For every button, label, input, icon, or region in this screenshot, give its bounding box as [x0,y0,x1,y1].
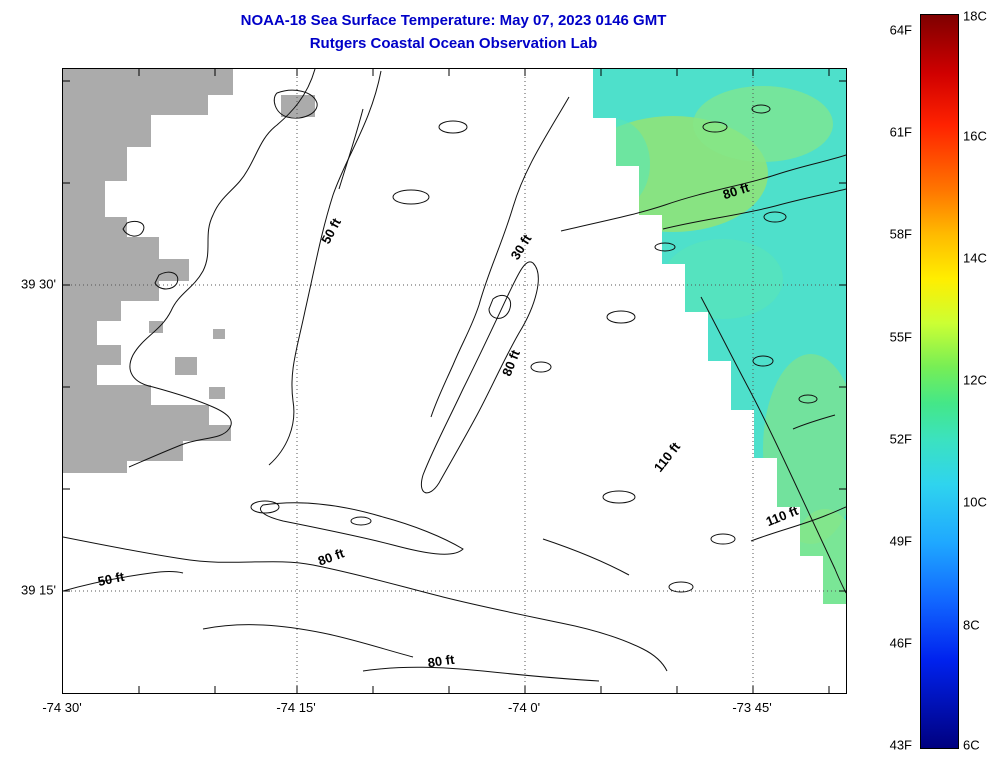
land-patch [149,321,163,333]
x-tick-label: -73 45' [732,700,772,715]
colorbar-c-label: 14C [963,250,987,266]
colorbar-f-label: 43F [889,737,912,753]
x-tick-label: -74 30' [42,700,82,715]
land-mass [63,69,233,473]
contour-line [260,502,464,555]
land-patch [209,387,225,399]
axis-ticks [63,69,846,693]
figure-subtitle: Rutgers Coastal Ocean Observation Lab [309,35,598,52]
contour-line [273,89,318,119]
colorbar-f-label: 55F [889,329,912,345]
grid-lines [63,69,846,693]
contour-loop [438,120,468,134]
contour-line [268,70,382,466]
contour-line [362,666,600,682]
depth-contours [63,69,846,682]
colorbar-c-label: 12C [963,372,987,388]
x-tick-label: -74 15' [276,700,316,715]
contour-line [430,96,570,418]
colorbar-f-label: 64F [889,22,912,38]
contour-loop [668,581,694,593]
contour-loop [751,104,771,114]
contour-loop [798,394,818,404]
contour-loop [654,242,676,252]
colorbar-c-label: 6C [963,737,980,753]
sst-warm-patches [578,86,846,604]
contour-loop [763,211,787,223]
sst-patch [763,354,846,544]
colorbar-f-label: 58F [889,226,912,242]
contour-line [700,296,846,594]
contour-loop [392,189,430,205]
colorbar-f-label: 52F [889,431,912,447]
contour-line [488,295,511,319]
contour-line [128,69,316,468]
colorbar-c-label: 10C [963,494,987,510]
sst-patch [693,86,833,162]
contour-line [542,538,630,576]
colorbar-f-label: 46F [889,635,912,651]
y-tick-label: 39 15' [20,582,56,598]
contour-loop [350,516,372,526]
sst-patch [580,119,650,209]
contour-line [750,506,846,542]
colorbar-c-label: 18C [963,8,987,24]
x-tick-label: -74 0' [507,700,541,715]
contour-loop [530,361,552,373]
contour-loop [250,500,280,514]
contour-loop [602,490,636,504]
sst-patch [791,509,846,604]
contour-line [63,571,184,592]
contour-line [662,188,846,230]
contour-line [560,154,846,232]
contour-loop [606,310,636,324]
land-patch [213,329,225,339]
colorbar-c-label: 8C [963,617,980,633]
sst-patch [663,239,783,319]
contour-line [338,108,364,190]
contour-line [792,414,836,430]
contour-line [63,536,668,672]
colorbar [920,14,959,749]
colorbar-c-label: 16C [963,128,987,144]
y-tick-label: 39 30' [20,276,56,292]
map-axes: 50 ft 30 ft 80 ft 80 ft 110 ft 110 ft 80… [62,68,847,694]
contour-line [421,261,539,494]
contour-loop [702,121,728,133]
land-patch [281,95,315,117]
colorbar-f-label: 61F [889,124,912,140]
sst-field [568,69,846,604]
contour-loop [710,533,736,545]
land-patch [175,357,197,375]
contour-loop [752,355,774,367]
colorbar-f-label: 49F [889,533,912,549]
figure-title: NOAA-18 Sea Surface Temperature: May 07,… [240,12,667,29]
contour-line [154,271,179,290]
contour-line [122,220,145,237]
map-canvas [63,69,846,693]
contour-line [202,624,414,658]
